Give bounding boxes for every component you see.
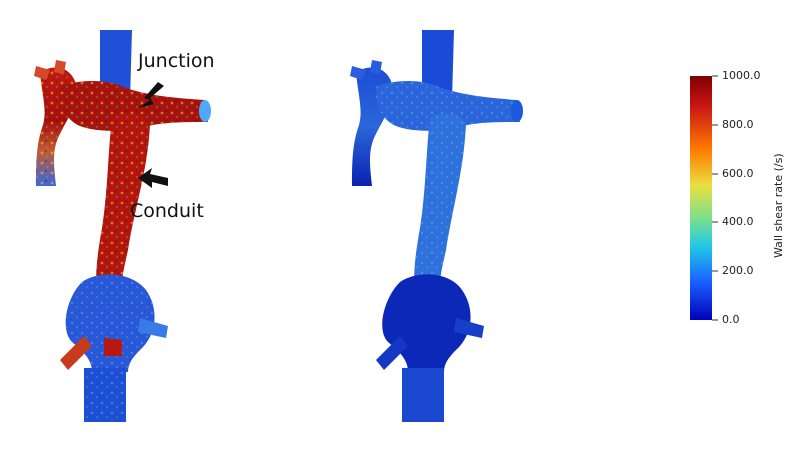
label-conduit: Conduit	[130, 200, 204, 222]
colorbar-tick-200: 200.0	[722, 264, 754, 277]
label-junction: Junction	[138, 50, 215, 72]
colorbar-ticks	[712, 75, 718, 321]
conduit-arrow	[138, 168, 168, 188]
colorbar-tick-800: 800.0	[722, 118, 754, 131]
colorbar-title: Wall shear rate (/s)	[772, 153, 785, 258]
colorbar-tick-400: 400.0	[722, 215, 754, 228]
colorbar-tick-1000: 1000.0	[722, 69, 761, 82]
right-vessel	[350, 30, 523, 422]
colorbar-tick-0: 0.0	[722, 313, 740, 326]
colorbar-gradient	[690, 76, 712, 320]
junction-arrow	[138, 82, 164, 108]
colorbar-tick-600: 600.0	[722, 167, 754, 180]
left-vessel	[34, 30, 211, 422]
